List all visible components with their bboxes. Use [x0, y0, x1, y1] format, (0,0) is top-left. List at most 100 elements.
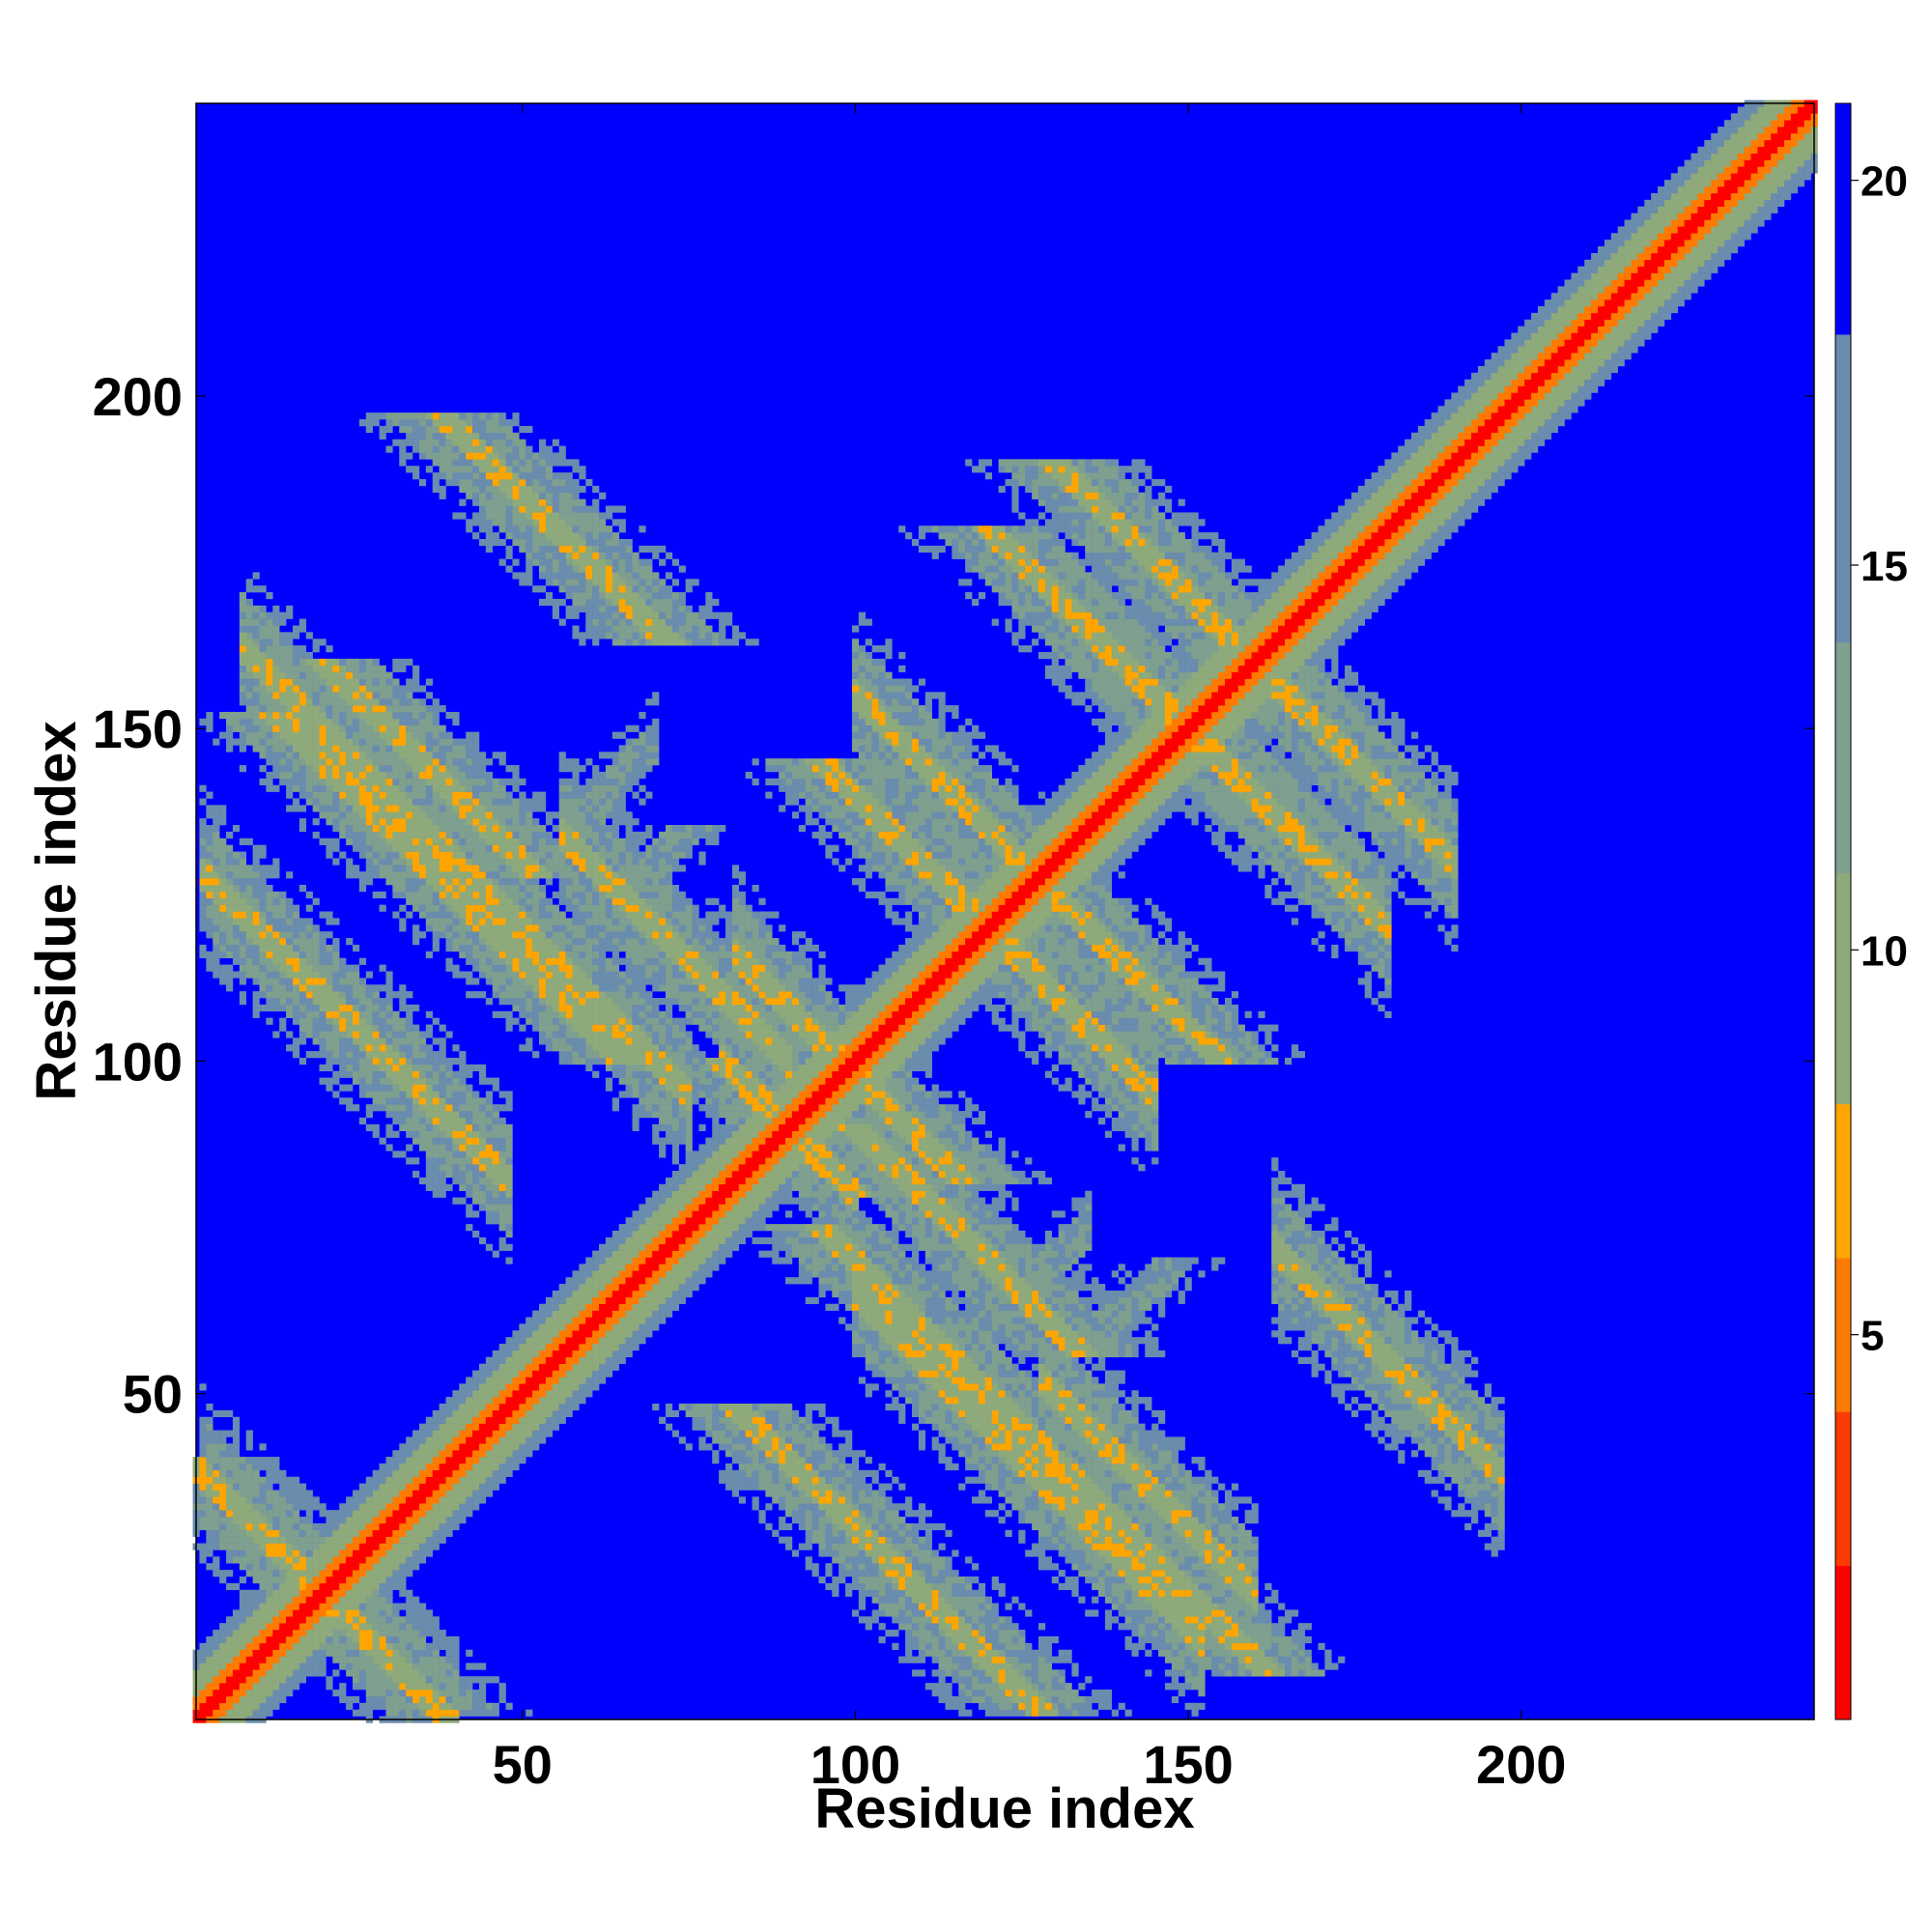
heatmap-cell — [493, 1463, 499, 1470]
heatmap-cell — [479, 924, 486, 931]
heatmap-cell — [412, 1676, 419, 1683]
heatmap-cell — [440, 1503, 446, 1510]
heatmap-cell — [419, 1530, 426, 1537]
heatmap-cell — [572, 579, 579, 585]
heatmap-cell — [366, 1563, 373, 1570]
heatmap-cell — [559, 865, 566, 871]
heatmap-cell — [412, 426, 419, 433]
heatmap-cell — [406, 719, 412, 725]
heatmap-cell — [433, 1669, 440, 1676]
heatmap-cell — [519, 532, 526, 539]
heatmap-cell — [366, 712, 373, 719]
heatmap-cell — [219, 1510, 226, 1517]
heatmap-cell — [406, 805, 412, 811]
heatmap-cell — [506, 885, 513, 892]
heatmap-cell — [512, 785, 519, 792]
heatmap-cell — [359, 1710, 366, 1717]
heatmap-cell — [213, 818, 219, 825]
heatmap-cell — [359, 725, 366, 732]
heatmap-cell — [306, 798, 313, 805]
heatmap-cell — [373, 1477, 380, 1484]
heatmap-cell — [199, 1477, 206, 1484]
heatmap-cell — [313, 898, 320, 905]
heatmap-cell — [313, 1623, 320, 1630]
heatmap-cell — [366, 758, 373, 765]
heatmap-cell — [506, 971, 513, 978]
heatmap-cell — [380, 1636, 386, 1643]
heatmap-cell — [446, 892, 453, 898]
heatmap-cell — [353, 991, 359, 998]
heatmap-cell — [240, 1544, 246, 1550]
heatmap-cell — [266, 732, 272, 739]
heatmap-cell — [506, 1383, 513, 1390]
heatmap-cell — [446, 1496, 453, 1503]
heatmap-cell — [459, 419, 466, 426]
heatmap-cell — [499, 905, 506, 912]
heatmap-cell — [385, 1510, 392, 1517]
heatmap-cell — [286, 1636, 293, 1643]
heatmap-cell — [266, 1490, 272, 1496]
heatmap-cell — [506, 506, 513, 513]
heatmap-cell — [459, 852, 466, 859]
heatmap-cell — [459, 905, 466, 912]
heatmap-cell — [572, 924, 579, 931]
heatmap-cell — [512, 1344, 519, 1350]
heatmap-cell — [380, 1138, 386, 1145]
heatmap-cell — [293, 758, 299, 765]
heatmap-cell — [426, 679, 433, 686]
heatmap-cell — [332, 739, 339, 746]
heatmap-cell — [246, 1662, 253, 1669]
heatmap-cell — [366, 1537, 373, 1544]
heatmap-cell — [539, 991, 546, 998]
heatmap-cell — [559, 971, 566, 978]
heatmap-cell — [366, 871, 373, 878]
heatmap-cell — [219, 871, 226, 878]
heatmap-cell — [399, 412, 406, 419]
heatmap-cell — [446, 1397, 453, 1404]
heatmap-cell — [399, 1604, 406, 1610]
heatmap-cell — [346, 1630, 353, 1636]
heatmap-cell — [332, 1044, 339, 1051]
heatmap-cell — [426, 1138, 433, 1145]
heatmap-cell — [419, 1178, 426, 1184]
heatmap-cell — [519, 1357, 526, 1364]
heatmap-cell — [559, 519, 566, 526]
heatmap-cell — [339, 1071, 346, 1078]
heatmap-cell — [440, 1710, 446, 1717]
heatmap-cell — [506, 566, 513, 573]
heatmap-cell — [412, 1537, 419, 1544]
heatmap-cell — [373, 739, 380, 746]
heatmap-cell — [233, 1650, 240, 1657]
heatmap-cell — [240, 1457, 246, 1463]
heatmap-cell — [206, 885, 213, 892]
heatmap-cell — [399, 1037, 406, 1044]
heatmap-cell — [326, 1636, 332, 1643]
heatmap-cell — [346, 1523, 353, 1530]
heatmap-cell — [385, 1124, 392, 1131]
heatmap-cell — [419, 1609, 426, 1616]
heatmap-cell — [226, 892, 233, 898]
heatmap-cell — [399, 832, 406, 838]
heatmap-cell — [559, 506, 566, 513]
heatmap-cell — [512, 1450, 519, 1457]
heatmap-cell — [426, 426, 433, 433]
heatmap-cell — [526, 918, 532, 924]
heatmap-cell — [359, 1597, 366, 1604]
heatmap-cell — [466, 924, 472, 931]
heatmap-cell — [213, 845, 219, 852]
heatmap-cell — [526, 553, 532, 559]
heatmap-cell — [392, 1510, 399, 1517]
heatmap-cell — [452, 779, 459, 785]
heatmap-cell — [433, 1690, 440, 1696]
heatmap-cell — [440, 792, 446, 799]
heatmap-cell — [433, 779, 440, 785]
heatmap-cell — [472, 838, 479, 845]
heatmap-cell — [253, 712, 260, 719]
heatmap-cell — [419, 1544, 426, 1550]
heatmap-cell — [506, 433, 513, 440]
heatmap-cell — [332, 1031, 339, 1037]
heatmap-cell — [459, 1470, 466, 1477]
heatmap-cell — [493, 1431, 499, 1437]
heatmap-cell — [553, 838, 559, 845]
heatmap-cell — [566, 1005, 573, 1011]
